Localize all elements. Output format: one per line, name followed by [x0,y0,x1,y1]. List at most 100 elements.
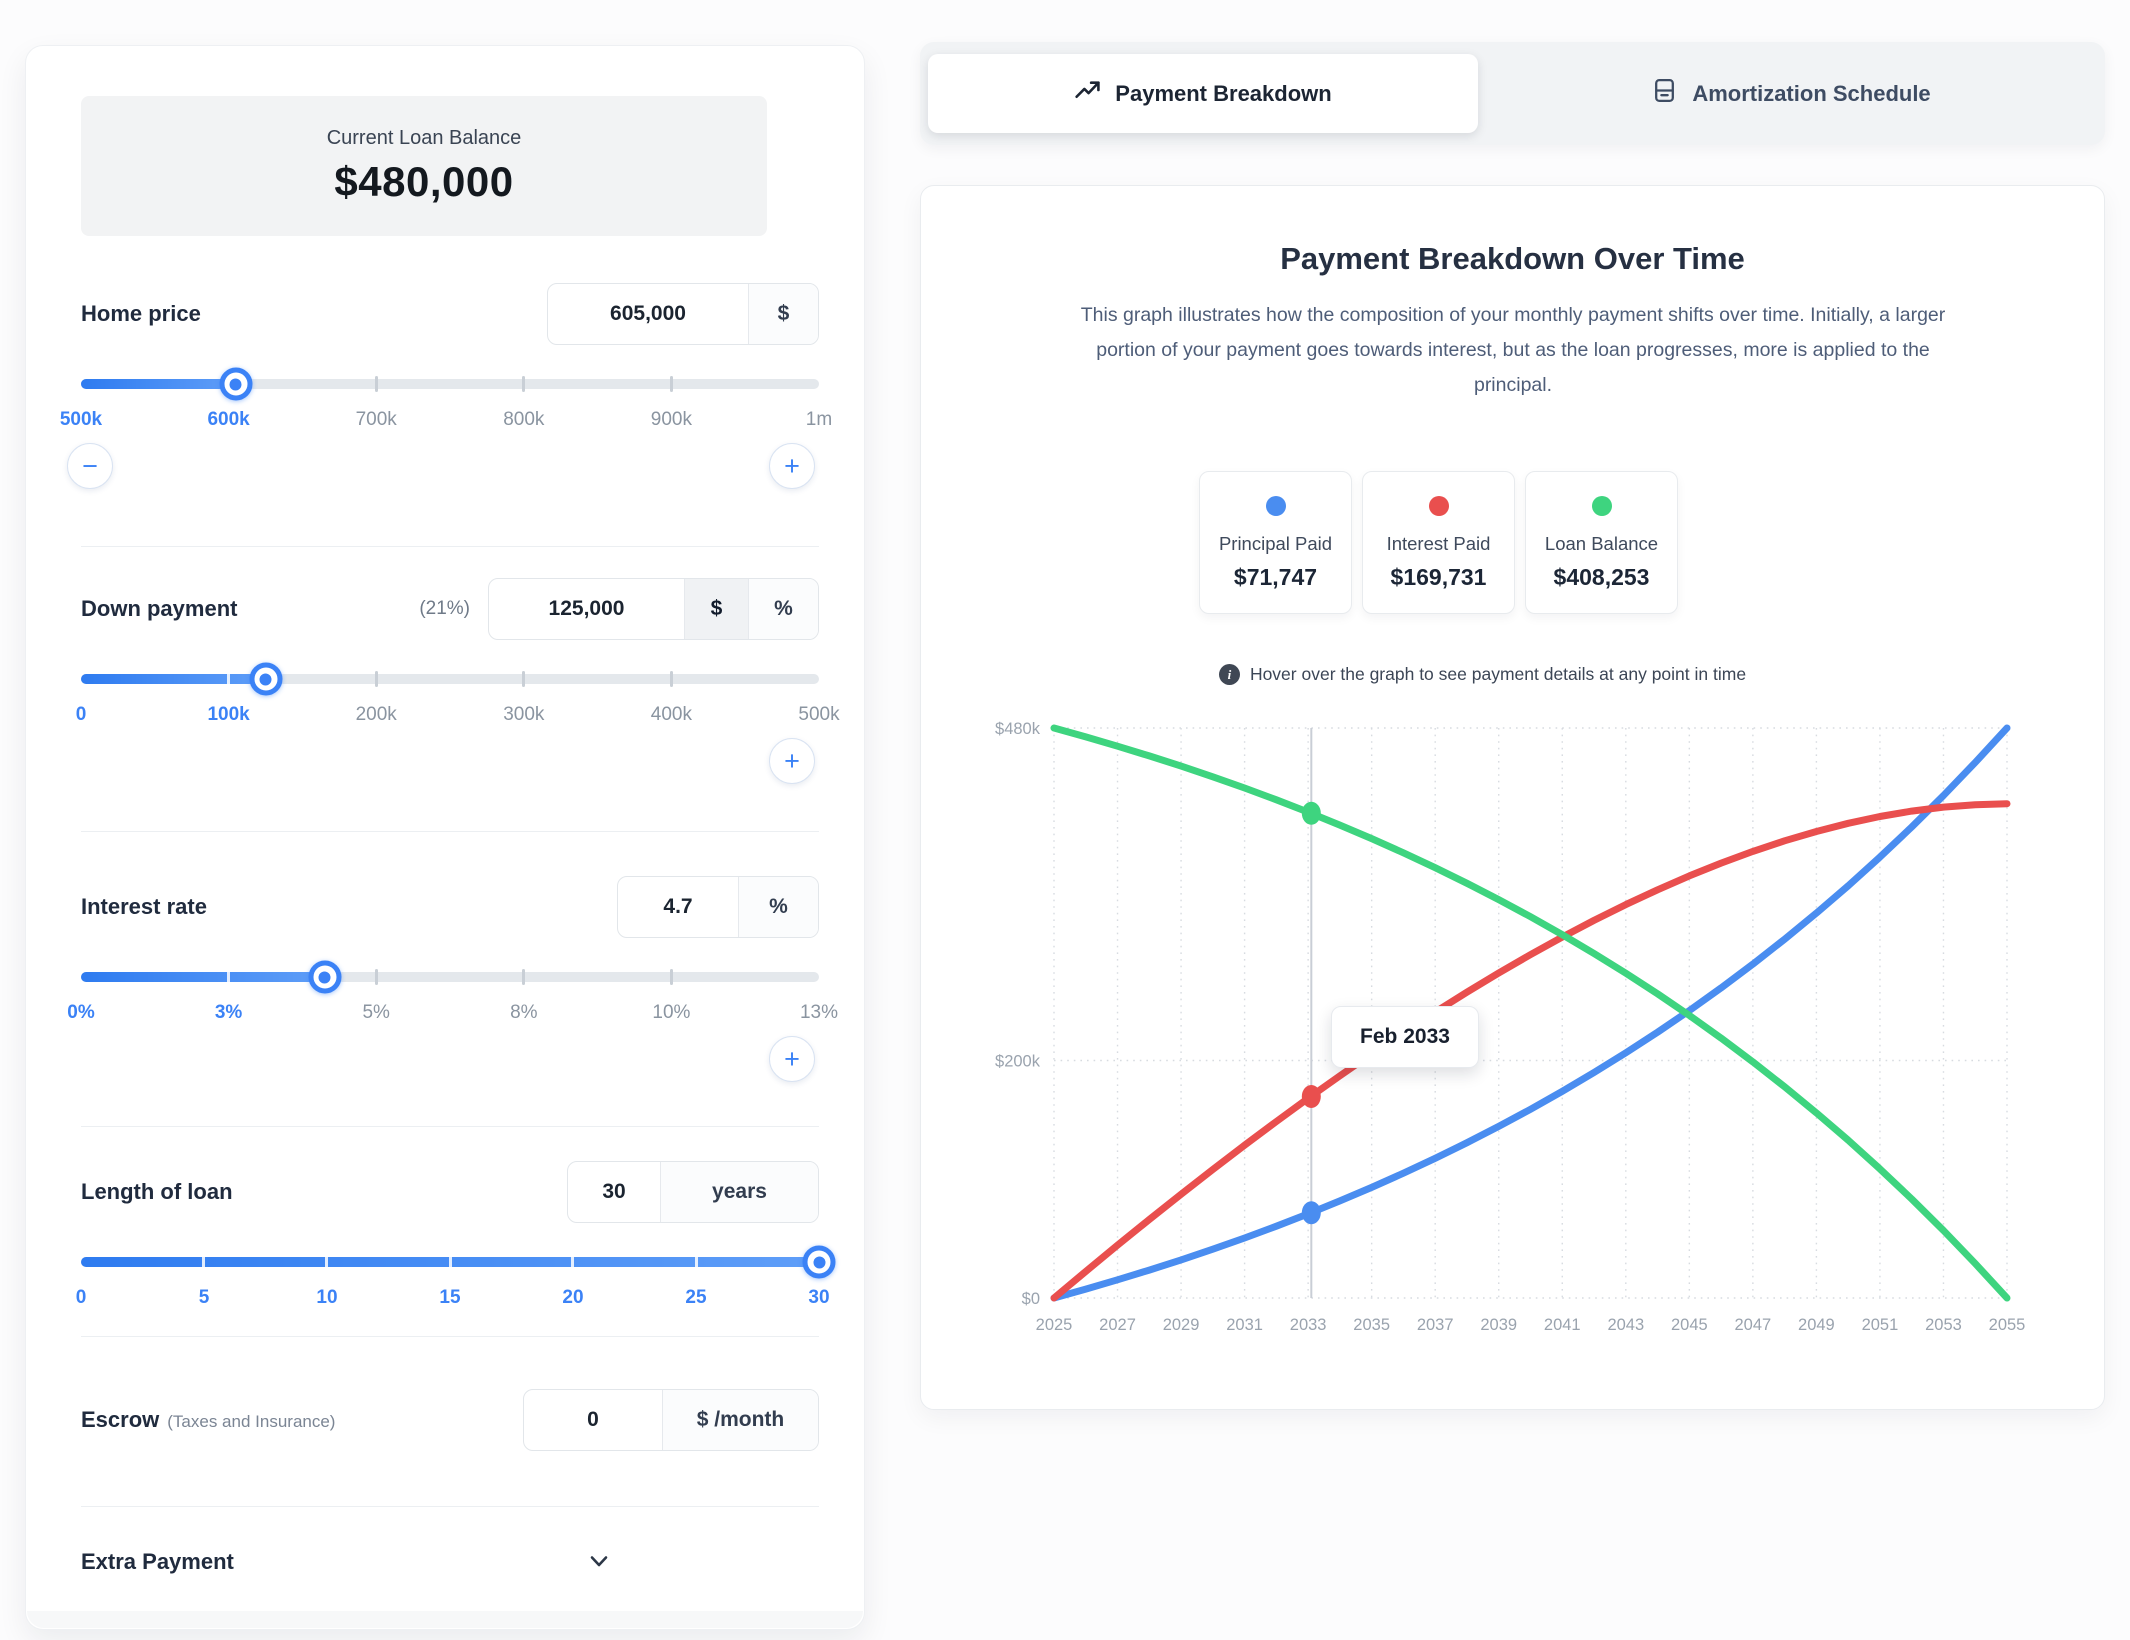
down-payment-input-group: 125,000 $% [488,578,819,640]
legend-dot-icon [1591,496,1612,516]
legend-label: Interest Paid [1386,533,1491,554]
section-divider [81,1126,819,1127]
loan-length-slider-thumb[interactable] [802,1245,836,1279]
series-line-interest-paid [1050,800,2011,1302]
current-loan-balance-label: Current Loan Balance [326,126,522,149]
down-payment-unit-dollar[interactable]: $ [684,579,748,639]
legend-value: $169,731 [1390,564,1487,590]
legend-card-loan-balance: Loan Balance $408,253 [1525,471,1678,614]
x-axis-tick-label: 2045 [1671,1316,1708,1334]
home-price-tick-700k: 700k [355,409,397,430]
section-divider [81,1336,819,1337]
x-axis-tick-label: 2035 [1353,1316,1390,1334]
interest-rate-section: Interest rate 4.7% 0% 3% 5% 8% 10% 13% + [67,876,838,1106]
legend-label: Principal Paid [1218,533,1333,554]
interest-rate-tick-0%: 0% [67,1002,95,1023]
down-payment-slider-thumb[interactable] [249,662,282,696]
home-price-slider-thumb[interactable] [219,367,253,401]
home-price-input-group: 605,000 $ [547,283,819,345]
section-divider [81,1506,819,1507]
loan-length-unit-years[interactable]: years [660,1162,818,1222]
chevron-down-icon[interactable] [586,1548,612,1579]
home-price-slider[interactable] [81,367,819,401]
home-price-increase-button[interactable]: + [769,443,815,489]
escrow-label: Escrow (Taxes and Insurance) [81,1407,336,1432]
y-axis-tick-label: $200k [995,1053,1041,1071]
current-loan-balance-value: $480,000 [334,157,514,205]
loan-length-tick-20: 20 [562,1287,584,1308]
down-payment-tick-500k: 500k [798,704,840,725]
legend-card-interest-paid: Interest Paid $169,731 [1362,471,1515,614]
schedule-table-icon [1651,77,1678,110]
down-payment-section: Down payment (21%) 125,000 $% 0 100k 200k 300k 4… [76,578,840,808]
view-tabs: Payment Breakdown Amortization Schedule [920,42,2105,145]
interest-rate-tick-3%: 3% [214,1002,243,1023]
loan-length-tick-5: 5 [198,1287,210,1308]
x-axis-tick-label: 2049 [1798,1316,1835,1334]
interest-rate-input-group: 4.7% [617,876,819,938]
home-price-decrease-button[interactable]: − [67,443,113,489]
home-price-unit-dollar[interactable]: $ [748,284,818,344]
down-payment-increase-button[interactable]: + [769,738,815,784]
down-payment-label: Down payment [81,596,238,621]
down-payment-tick-200k: 200k [355,704,397,725]
home-price-tick-600k: 600k [207,409,250,430]
home-price-tick-1m: 1m [805,409,833,430]
loan-length-label: Length of loan [81,1179,233,1204]
loan-length-slider[interactable] [81,1245,836,1279]
down-payment-tick-400k: 400k [650,704,692,725]
hover-point-interest-paid [1301,1084,1321,1108]
x-axis-tick-label: 2043 [1607,1316,1644,1334]
escrow-section: Escrow (Taxes and Insurance) 0 $ /month [81,1389,819,1451]
tab-amortization-schedule[interactable]: Amortization Schedule [1480,42,2102,145]
x-axis-tick-label: 2029 [1163,1316,1200,1334]
loan-inputs-panel: Current Loan Balance $480,000 Home price… [25,45,865,1630]
home-price-input[interactable]: 605,000 [610,302,686,325]
tab-payment-breakdown[interactable]: Payment Breakdown [928,54,1478,133]
home-price-tick-500k: 500k [59,409,103,430]
loan-length-section: Length of loan 30 years 0 5 10 15 20 25 30 [76,1161,836,1391]
chart-hint-text: Hover over the graph to see payment deta… [1249,664,1747,684]
escrow-input[interactable]: 0 [587,1408,599,1431]
chart-title: Payment Breakdown Over Time [1280,241,1745,276]
current-loan-balance-box: Current Loan Balance $480,000 [81,96,767,236]
interest-rate-slider[interactable] [81,960,819,994]
interest-rate-unit-percent[interactable]: % [738,877,818,937]
interest-rate-tick-5%: 5% [362,1002,390,1023]
loan-length-input[interactable]: 30 [602,1180,626,1203]
interest-rate-tick-8%: 8% [510,1002,538,1023]
interest-rate-slider-thumb[interactable] [308,960,342,994]
extra-payment-toggle[interactable]: Extra Payment [81,1534,819,1590]
down-payment-tick-300k: 300k [503,704,545,725]
legend-card-principal-paid: Principal Paid $71,747 [1199,471,1352,614]
loan-length-tick-15: 15 [439,1287,461,1308]
down-payment-slider[interactable] [81,662,819,696]
interest-rate-increase-button[interactable]: + [769,1036,815,1082]
section-divider [81,546,819,547]
legend-label: Loan Balance [1544,533,1659,554]
chart-hint: i Hover over the graph to see payment de… [921,664,2044,685]
loan-length-tick-30: 30 [808,1287,830,1308]
x-axis-tick-label: 2027 [1099,1316,1136,1334]
y-axis-tick-label: $0 [1022,1290,1040,1308]
payment-breakdown-chart[interactable]: 2025 2027 2029 2031 2033 2035 2037 2039 2041 2043… [921,186,2106,1411]
x-axis-tick-label: 2025 [1036,1316,1073,1334]
y-axis-tick-label: $480k [995,720,1041,738]
x-axis-tick-label: 2047 [1735,1316,1772,1334]
home-price-tick-800k: 800k [503,409,545,430]
interest-rate-input[interactable]: 4.7 [663,895,693,918]
escrow-unit[interactable]: $ /month [662,1390,818,1450]
legend-value: $408,253 [1553,564,1650,590]
tab-payment-breakdown-label: Payment Breakdown [1115,80,1332,106]
down-payment-tick-100k: 100k [207,704,250,725]
payment-breakdown-card: Payment Breakdown Over Time This graph i… [920,185,2105,1410]
chart-description: This graph illustrates how the compositi… [1080,304,1946,396]
series-line-loan-balance [1050,724,2011,1302]
x-axis-tick-label: 2031 [1226,1316,1263,1334]
down-payment-input[interactable]: 125,000 [548,597,625,620]
x-axis-tick-label: 2037 [1417,1316,1454,1334]
escrow-sublabel: (Taxes and Insurance) [167,1412,336,1431]
down-payment-unit-percent[interactable]: % [748,579,818,639]
trending-up-icon [1074,77,1101,110]
series-line-principal-paid [1050,724,2011,1302]
